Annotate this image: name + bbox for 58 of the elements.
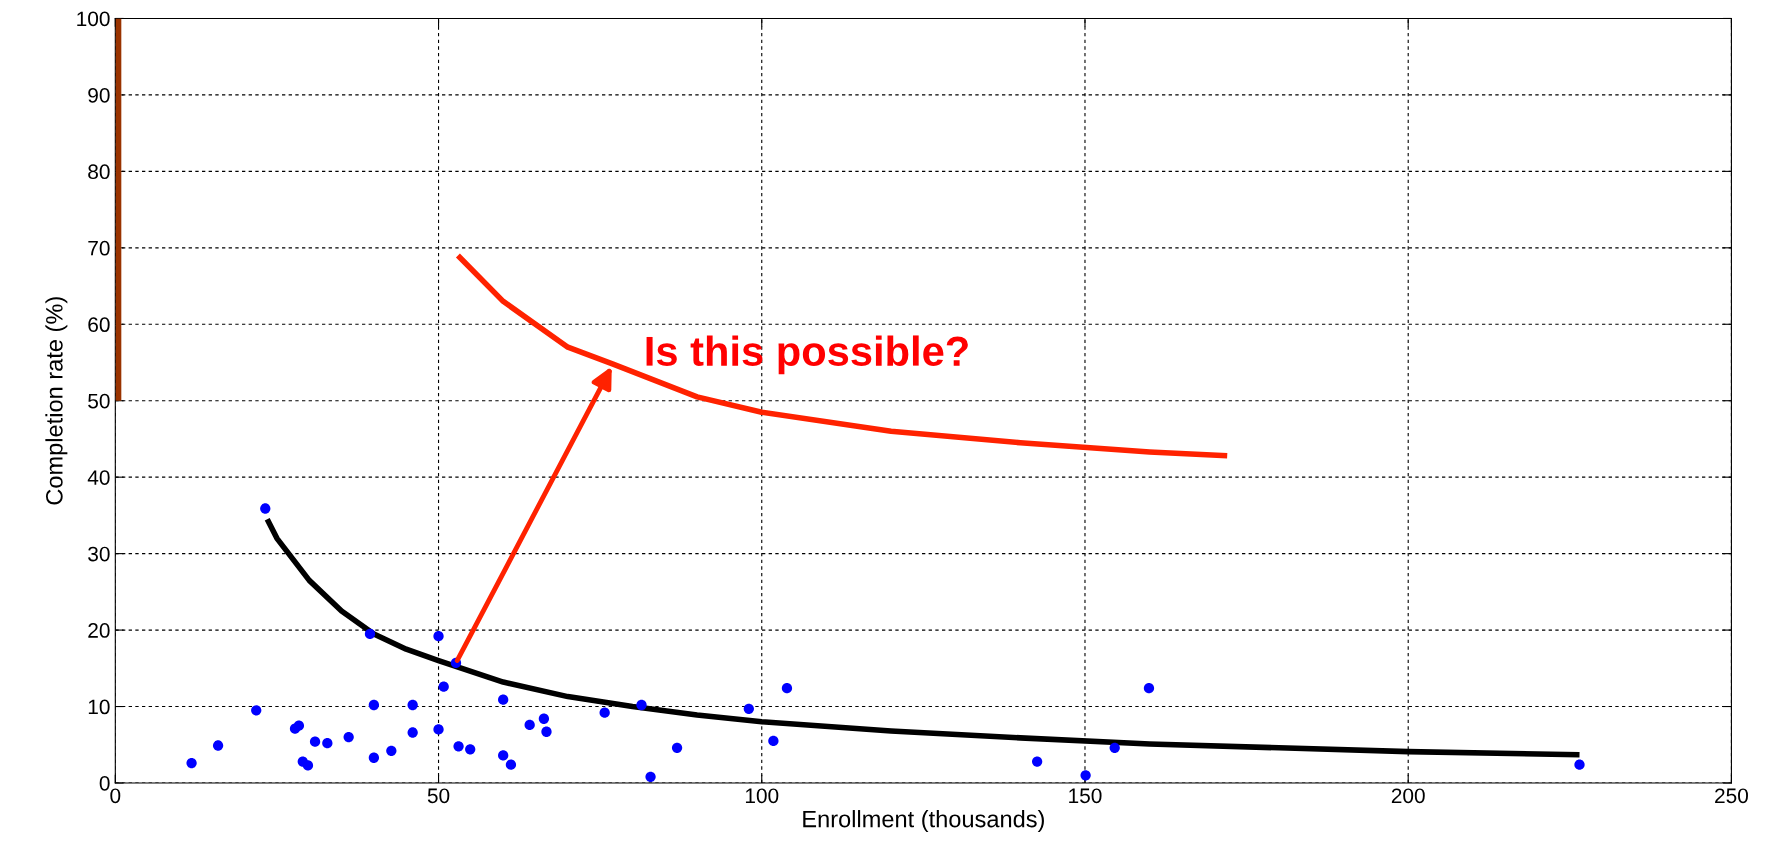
point: [453, 741, 464, 752]
x-tick-label: 100: [745, 788, 779, 804]
point: [368, 699, 380, 711]
y-tick-label: 100: [77, 11, 110, 27]
x-axis-title: Enrollment (thousands): [803, 810, 1044, 833]
point: [386, 745, 397, 757]
x-tick-label: 50: [427, 788, 450, 804]
point: [505, 759, 517, 770]
point: [260, 503, 271, 514]
point: [636, 699, 647, 711]
point: [322, 738, 333, 749]
point: [524, 719, 535, 731]
point: [364, 628, 376, 640]
point: [309, 736, 321, 747]
y-tick-label: 50: [88, 393, 110, 409]
point: [465, 744, 476, 755]
point: [1080, 770, 1091, 781]
point: [768, 735, 779, 747]
x-tick-label: 150: [1069, 788, 1102, 804]
point: [433, 724, 444, 735]
point: [1143, 683, 1155, 694]
y-tick-label: 60: [88, 317, 110, 333]
point: [538, 713, 550, 724]
x-tick-label: 250: [1715, 788, 1748, 804]
point: [302, 760, 314, 771]
y-tick-label: 80: [88, 164, 110, 180]
point: [251, 705, 262, 716]
y-tick-label: 10: [88, 699, 110, 715]
point: [781, 683, 793, 694]
point: [498, 694, 509, 705]
y-tick-label: 70: [88, 240, 110, 256]
point: [599, 707, 610, 718]
point: [407, 727, 418, 738]
y-tick-label: 90: [88, 87, 110, 103]
point: [498, 750, 509, 761]
y-tick-label: 20: [88, 623, 110, 638]
point: [212, 740, 224, 751]
point: [541, 726, 552, 737]
point: [186, 757, 197, 769]
point: [743, 703, 754, 714]
point: [438, 681, 449, 692]
point: [368, 752, 380, 763]
y-tick-label: 40: [87, 470, 110, 485]
point: [1109, 742, 1120, 753]
point: [343, 731, 354, 743]
point: [1574, 759, 1585, 770]
x-tick-label: 200: [1391, 788, 1425, 804]
y-tick-label: 30: [88, 546, 110, 562]
point: [433, 631, 444, 642]
y-axis-title: Completion rate (%): [45, 297, 68, 505]
x-tick-label: 0: [110, 788, 121, 804]
point: [293, 720, 305, 731]
y-tick-label: 0: [99, 775, 110, 791]
point: [407, 699, 418, 711]
point: [1031, 756, 1043, 767]
point: [645, 771, 656, 783]
point: [671, 742, 683, 753]
annotation: Is this possible?: [646, 335, 968, 375]
